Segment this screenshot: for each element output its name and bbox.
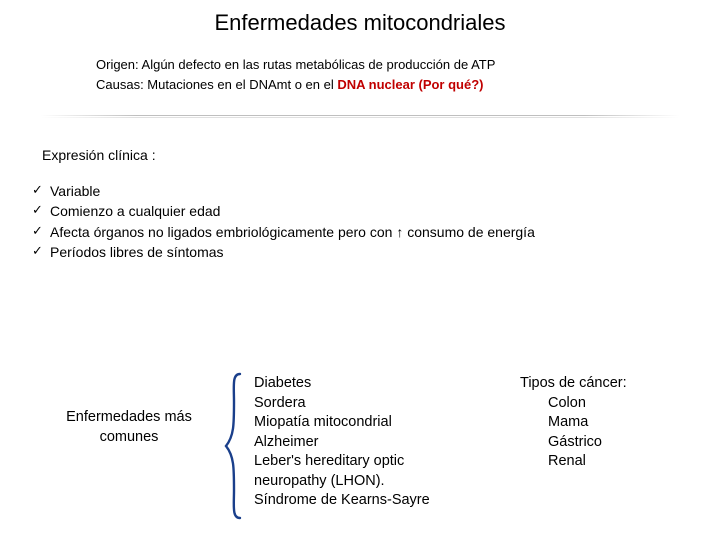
cancer-heading: Tipos de cáncer: — [520, 374, 690, 394]
list-item-text: Afecta órganos no ligados embriológicame… — [50, 222, 535, 242]
intro-causes-bold: DNA nuclear (Por qué?) — [337, 77, 483, 92]
intro-causes: Causas: Mutaciones en el DNAmt o en el D… — [96, 76, 656, 94]
disease-item: Síndrome de Kearns-Sayre — [254, 491, 484, 511]
intro-origin: Origen: Algún defecto en las rutas metab… — [96, 56, 656, 74]
cancers-column: Tipos de cáncer: Colon Mama Gástrico Ren… — [520, 374, 690, 472]
diseases-column: Diabetes Sordera Miopatía mitocondrial A… — [254, 374, 484, 511]
check-icon: ✓ — [32, 222, 50, 242]
list-item: ✓ Afecta órganos no ligados embriológica… — [32, 222, 720, 242]
cancer-item: Renal — [520, 452, 690, 472]
list-item: ✓ Comienzo a cualquier edad — [32, 201, 720, 221]
check-icon: ✓ — [32, 181, 50, 201]
intro-causes-prefix: Causas: Mutaciones en el DNAmt o en el — [96, 77, 337, 92]
list-item-text: Variable — [50, 181, 100, 201]
check-icon: ✓ — [32, 242, 50, 262]
cancer-item: Gástrico — [520, 433, 690, 453]
clinical-heading: Expresión clínica : — [42, 147, 720, 163]
common-diseases-section: Enfermedades más comunes Diabetes Sorder… — [0, 370, 720, 530]
check-icon: ✓ — [32, 201, 50, 221]
cancer-item: Mama — [520, 413, 690, 433]
disease-item: Leber's hereditary optic — [254, 452, 484, 472]
cancer-item: Colon — [520, 394, 690, 414]
disease-item: neuropathy (LHON). — [254, 472, 484, 492]
disease-item: Sordera — [254, 394, 484, 414]
curly-bracket-icon — [222, 372, 244, 520]
page-title: Enfermedades mitocondriales — [0, 0, 720, 42]
list-item: ✓ Períodos libres de síntomas — [32, 242, 720, 262]
list-item-text: Comienzo a cualquier edad — [50, 201, 220, 221]
list-item-text: Períodos libres de síntomas — [50, 242, 224, 262]
common-label-line2: comunes — [44, 428, 214, 448]
disease-item: Miopatía mitocondrial — [254, 413, 484, 433]
common-label-line1: Enfermedades más — [44, 408, 214, 428]
list-item: ✓ Variable — [32, 181, 720, 201]
separator-line — [40, 115, 680, 119]
intro-block: Origen: Algún defecto en las rutas metab… — [96, 56, 656, 93]
common-label: Enfermedades más comunes — [44, 408, 214, 447]
disease-item: Alzheimer — [254, 433, 484, 453]
disease-item: Diabetes — [254, 374, 484, 394]
clinical-list: ✓ Variable ✓ Comienzo a cualquier edad ✓… — [32, 181, 720, 262]
